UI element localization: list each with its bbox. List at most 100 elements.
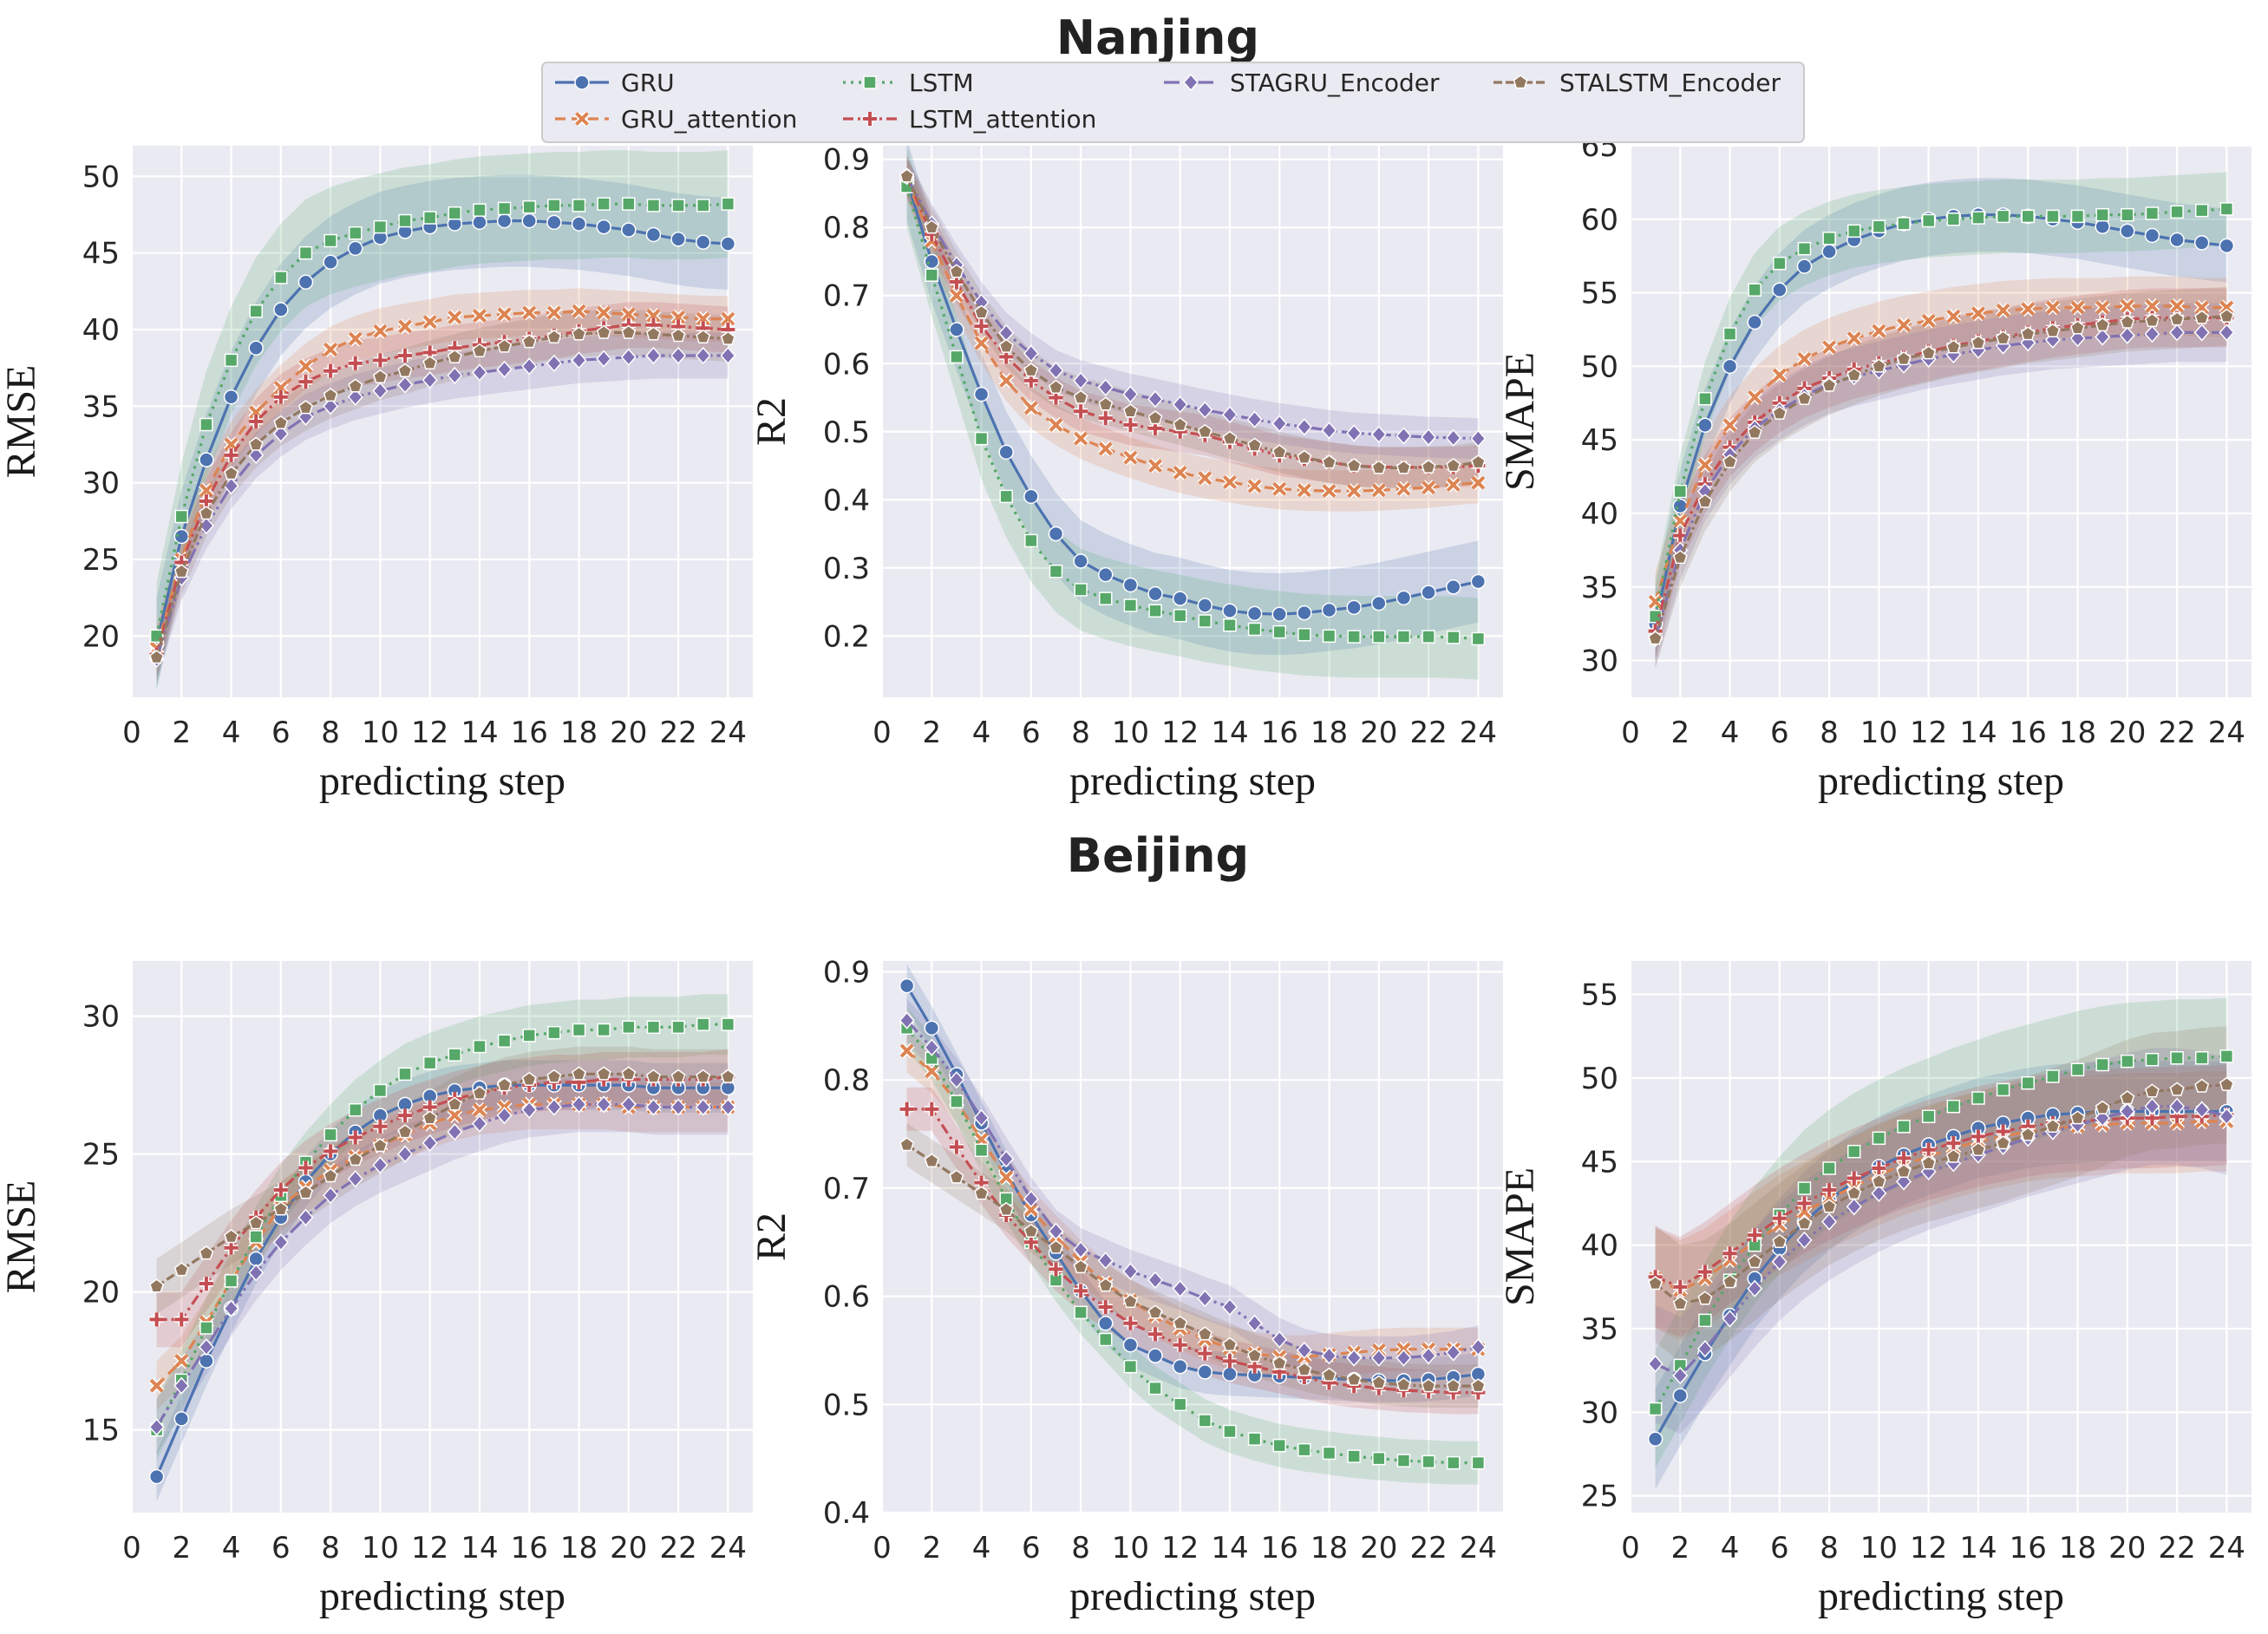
- point-stagru-encoder: [1172, 1279, 1188, 1297]
- point-lstm: [1223, 618, 1237, 632]
- point-stagru-encoder: [1172, 395, 1188, 414]
- point-stalstm-encoder: [521, 1071, 537, 1086]
- series-gru-attention: [148, 303, 736, 657]
- legend-marker: [863, 75, 877, 89]
- y-tick-label: 0.2: [823, 619, 870, 654]
- point-gru-attention: [1421, 480, 1437, 496]
- point-stagru-encoder: [1346, 424, 1363, 442]
- point-stalstm-encoder: [1747, 424, 1762, 439]
- point-lstm: [1698, 1313, 1712, 1328]
- panel-nanjing-smape: 0 2 4 6 8 10 12 14 16 18 20 22 243035404550556065pre…: [1497, 129, 2252, 804]
- y-tick-label: 30: [1581, 1395, 1618, 1430]
- point-lstm: [274, 271, 288, 284]
- point-stalstm-encoder: [998, 338, 1014, 353]
- point-stalstm-encoder: [1971, 1141, 1986, 1157]
- point-lstm: [1099, 592, 1113, 605]
- point-stalstm-encoder: [298, 400, 313, 415]
- y-tick-label: 50: [82, 160, 120, 194]
- point-lstm: [572, 199, 586, 212]
- band-lstm-attention: [1655, 1064, 2227, 1337]
- point-stalstm-encoder: [1846, 367, 1862, 382]
- point-stalstm-encoder: [149, 1278, 165, 1293]
- point-lstm: [2095, 207, 2109, 222]
- point-stalstm-encoder: [497, 1077, 513, 1092]
- point-stalstm-encoder: [1996, 1135, 2011, 1150]
- point-stalstm-encoder: [397, 1124, 413, 1139]
- point-lstm: [2194, 203, 2209, 218]
- point-stagru-encoder: [1246, 1314, 1263, 1332]
- point-lstm: [522, 1029, 536, 1042]
- point-stalstm-encoder: [472, 343, 487, 357]
- point-stalstm-encoder: [596, 324, 611, 339]
- legend-marker: [1182, 73, 1199, 92]
- point-gru: [1197, 1364, 1213, 1380]
- point-lstm-attention: [1772, 1211, 1787, 1226]
- point-lstm: [547, 1025, 561, 1040]
- point-lstm: [1847, 224, 1861, 239]
- point-stalstm-encoder: [1697, 1291, 1713, 1305]
- point-lstm: [1372, 1451, 1386, 1466]
- point-gru-attention: [1346, 483, 1363, 500]
- x-tick-label: 8: [1820, 716, 1839, 750]
- point-lstm-attention: [1049, 1262, 1063, 1277]
- point-gru: [1747, 314, 1762, 330]
- point-lstm: [398, 1067, 412, 1082]
- point-lstm: [1797, 1181, 1812, 1195]
- point-gru: [2169, 232, 2185, 248]
- point-stalstm-encoder: [372, 1138, 388, 1153]
- point-gru-attention: [521, 304, 538, 321]
- band-gru: [906, 964, 1479, 1402]
- point-stalstm-encoder: [1322, 454, 1337, 469]
- point-gru: [173, 1411, 190, 1427]
- point-stalstm-encoder: [1346, 458, 1362, 473]
- y-tick-label: 30: [82, 467, 120, 501]
- point-stalstm-encoder: [720, 1069, 735, 1083]
- point-stalstm-encoder: [273, 1201, 289, 1216]
- point-stagru-encoder: [2219, 324, 2235, 342]
- point-stagru-encoder: [521, 357, 538, 376]
- y-tick-label: 0.5: [823, 1388, 870, 1422]
- panels: 0 2 4 6 8 10 12 14 16 18 20 22 2420253035404550predi…: [0, 129, 2252, 1619]
- point-gru: [1470, 573, 1487, 590]
- x-tick-label: 24: [709, 716, 747, 750]
- x-tick-label: 10: [362, 716, 399, 750]
- point-gru: [199, 452, 214, 467]
- point-lstm: [671, 199, 685, 212]
- point-gru-attention: [998, 1169, 1015, 1186]
- point-stalstm-encoder: [1945, 1148, 1961, 1163]
- point-stalstm-encoder: [298, 1185, 313, 1199]
- point-lstm-attention: [324, 1144, 338, 1159]
- point-lstm: [974, 1143, 989, 1157]
- point-gru: [2193, 235, 2210, 251]
- point-stalstm-encoder: [546, 1069, 562, 1083]
- point-lstm: [298, 245, 313, 260]
- x-tick-label: 2: [172, 1531, 191, 1565]
- x-tick-label: 12: [411, 716, 448, 750]
- point-stalstm-encoder: [1921, 1155, 1937, 1170]
- point-stagru-encoder: [148, 1418, 165, 1436]
- point-stalstm-encoder: [621, 1066, 637, 1081]
- x-tick-label: 4: [1721, 716, 1740, 750]
- legend: GRU GRU_attention LSTM LSTM_attention STAGRU…: [541, 62, 1805, 143]
- point-lstm: [324, 233, 337, 248]
- point-gru: [148, 1468, 165, 1485]
- point-gru-attention: [973, 335, 990, 351]
- point-gru: [496, 212, 513, 229]
- point-gru-attention: [1197, 470, 1213, 487]
- point-lstm: [373, 219, 388, 234]
- x-tick-label: 16: [1261, 1531, 1298, 1565]
- point-lstm: [1247, 622, 1262, 637]
- point-gru: [1672, 498, 1689, 514]
- x-tick-label: 16: [511, 1531, 548, 1565]
- point-stagru-encoder: [998, 1150, 1015, 1168]
- point-stalstm-encoder: [1098, 1278, 1114, 1292]
- point-gru-attention: [1920, 312, 1937, 329]
- point-stagru-encoder: [2119, 326, 2135, 344]
- point-stagru-encoder: [1771, 1252, 1788, 1271]
- point-gru-attention: [1172, 464, 1188, 480]
- point-gru-attention: [670, 309, 687, 325]
- point-stalstm-encoder: [2169, 1082, 2185, 1096]
- point-gru-attention: [1470, 474, 1487, 491]
- point-lstm: [398, 213, 412, 228]
- point-gru: [924, 253, 940, 270]
